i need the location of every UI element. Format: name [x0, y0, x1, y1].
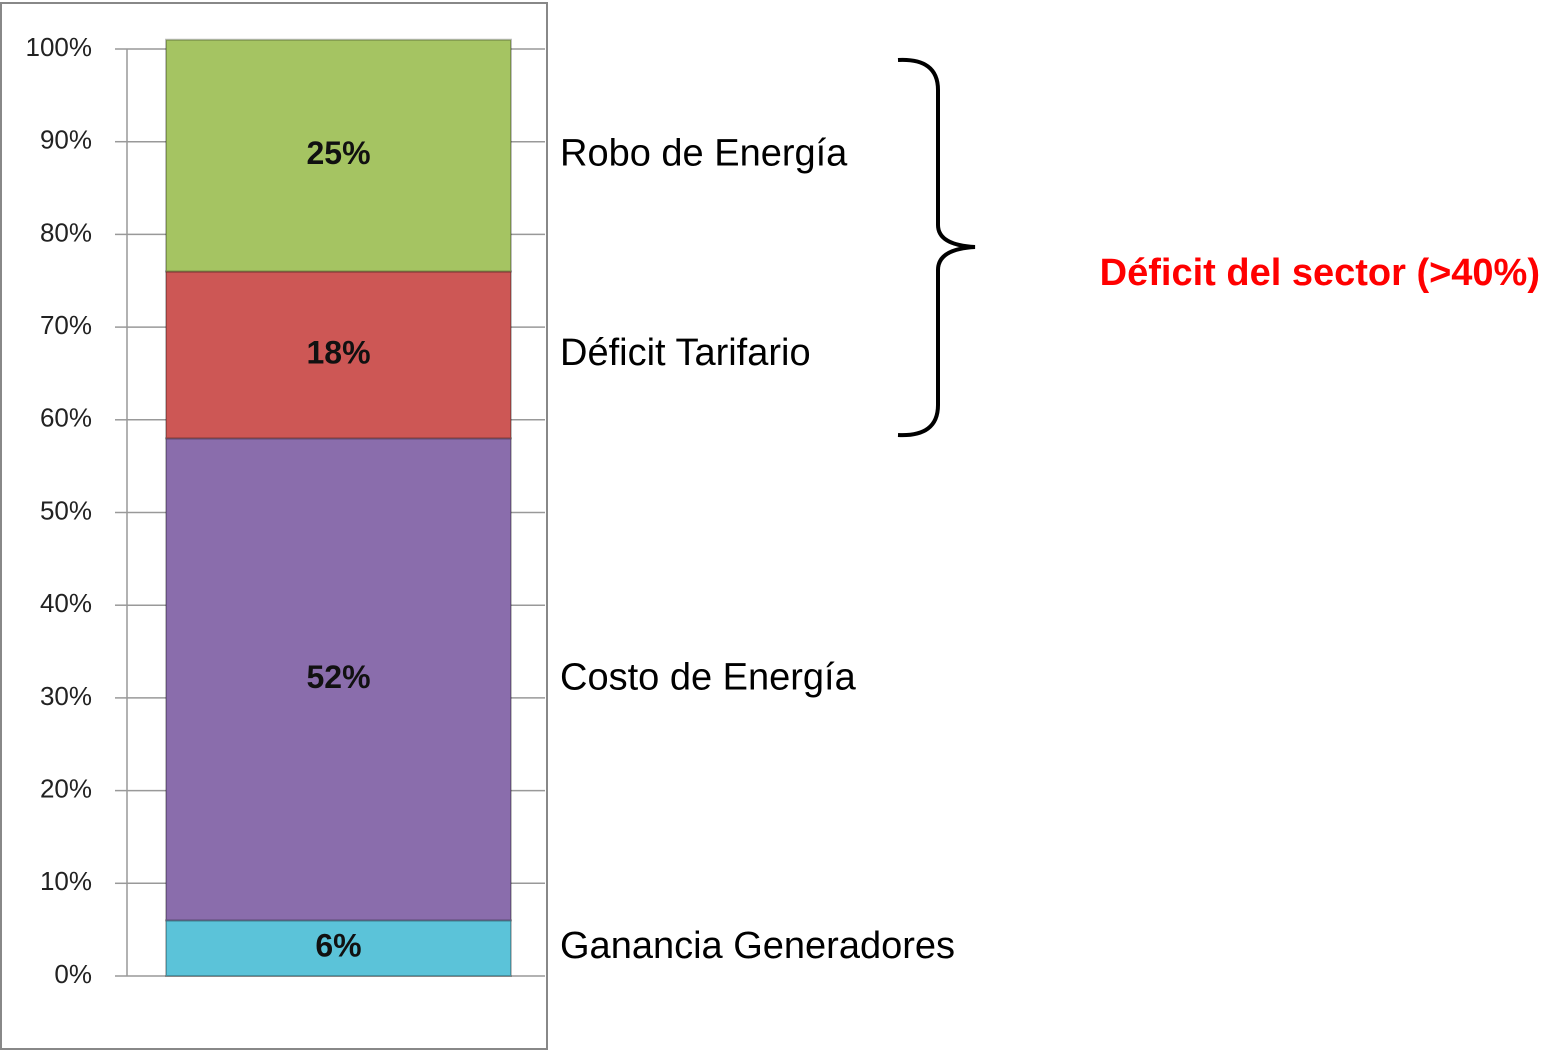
- series-label: Costo de Energía: [560, 656, 857, 698]
- bar-segment: [165, 919, 512, 978]
- data-label: 52%: [306, 659, 370, 695]
- data-label: 25%: [306, 135, 370, 171]
- y-tick-label: 30%: [40, 681, 92, 711]
- y-tick-label: 20%: [40, 773, 92, 803]
- series-label: Ganancia Generadores: [560, 925, 955, 967]
- y-tick-label: 40%: [40, 588, 92, 618]
- y-tick-label: 90%: [40, 125, 92, 155]
- bar-segment: [165, 38, 512, 273]
- data-label: 6%: [315, 928, 361, 964]
- annotation: Déficit del sector (>40%): [1100, 252, 1540, 294]
- bar-segment: [165, 270, 512, 440]
- y-tick-label: 70%: [40, 310, 92, 340]
- y-tick-label: 0%: [54, 959, 92, 989]
- series-label: Déficit Tarifario: [560, 332, 811, 374]
- y-tick-label: 60%: [40, 403, 92, 433]
- y-tick-label: 50%: [40, 495, 92, 525]
- y-tick-label: 10%: [40, 866, 92, 896]
- brace: [897, 57, 976, 438]
- series-label: Robo de Energía: [560, 133, 848, 175]
- y-tick-label: 100%: [26, 32, 93, 62]
- y-tick-label: 80%: [40, 217, 92, 247]
- data-label: 18%: [306, 334, 370, 370]
- bar-segment: [165, 437, 512, 922]
